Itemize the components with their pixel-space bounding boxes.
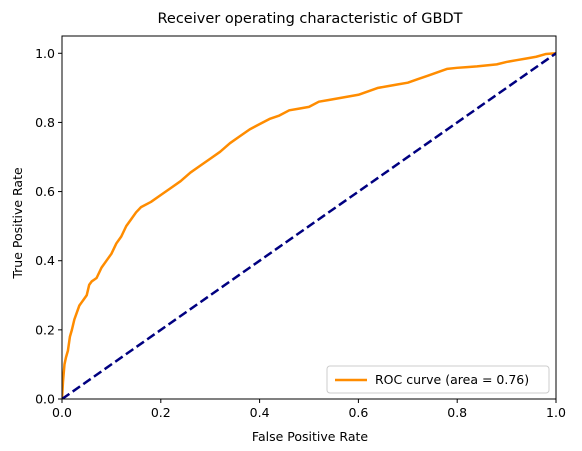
y-tick-label: 0.2 <box>35 322 55 337</box>
x-tick-label: 0.0 <box>52 405 72 420</box>
x-tick-label: 0.2 <box>151 405 171 420</box>
roc-curve-line <box>62 52 556 399</box>
legend-label-roc: ROC curve (area = 0.76) <box>375 372 529 387</box>
diagonal-reference-line <box>62 52 556 399</box>
x-tick-label: 0.4 <box>250 405 270 420</box>
chart-title: Receiver operating characteristic of GBD… <box>157 11 462 27</box>
x-axis-label: False Positive Rate <box>252 429 368 444</box>
y-tick-label: 0.4 <box>35 253 55 268</box>
x-tick-label: 1.0 <box>546 405 566 420</box>
plot-area: 0.0 0.2 0.4 0.6 0.8 1.0 0.0 0.2 0.4 0.6 0.8 1.0 <box>35 35 566 420</box>
y-tick-label: 0.8 <box>35 115 55 130</box>
y-axis-label: True Positive Rate <box>10 167 25 280</box>
y-tick-label: 0.6 <box>35 184 55 199</box>
y-tick-label: 0.0 <box>35 392 55 407</box>
legend: ROC curve (area = 0.76) <box>326 365 550 394</box>
axes-frame <box>61 35 557 400</box>
legend-box <box>326 365 550 394</box>
y-tick-label: 1.0 <box>35 46 55 61</box>
x-tick-label: 0.6 <box>348 405 368 420</box>
x-tick-label: 0.8 <box>447 405 467 420</box>
